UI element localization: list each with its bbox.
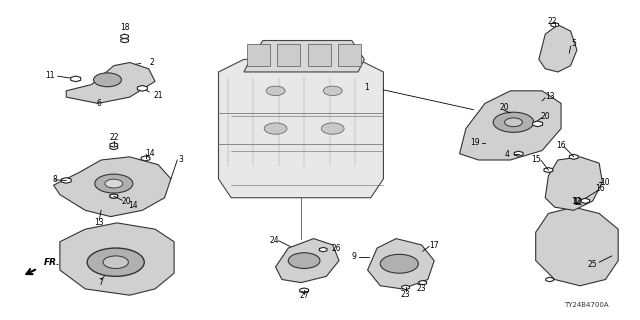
Circle shape <box>323 86 342 96</box>
Polygon shape <box>536 207 618 286</box>
Text: 14: 14 <box>128 201 138 210</box>
Text: 1: 1 <box>364 83 369 92</box>
Polygon shape <box>514 151 523 156</box>
Polygon shape <box>110 194 118 198</box>
Text: 9: 9 <box>351 252 356 261</box>
Circle shape <box>266 86 285 96</box>
Text: 21: 21 <box>154 91 163 100</box>
Polygon shape <box>319 247 327 252</box>
Circle shape <box>93 73 122 87</box>
Polygon shape <box>110 143 118 147</box>
Polygon shape <box>551 23 559 27</box>
Polygon shape <box>244 41 364 72</box>
Circle shape <box>288 253 320 268</box>
Text: 11: 11 <box>45 71 55 80</box>
Circle shape <box>95 174 133 193</box>
Text: 15: 15 <box>531 155 541 164</box>
Text: 24: 24 <box>269 236 279 245</box>
Polygon shape <box>218 60 383 198</box>
Text: 23: 23 <box>401 290 410 299</box>
Bar <box>247 44 270 66</box>
Text: 8: 8 <box>52 175 57 184</box>
Text: 16: 16 <box>596 184 605 193</box>
Text: 27: 27 <box>300 291 309 300</box>
Text: FR.: FR. <box>44 258 61 267</box>
Polygon shape <box>581 198 589 204</box>
Polygon shape <box>419 280 427 285</box>
Text: 3: 3 <box>178 155 183 164</box>
Text: 4: 4 <box>505 150 509 159</box>
Polygon shape <box>276 239 339 283</box>
Polygon shape <box>141 156 150 161</box>
Text: 7: 7 <box>99 277 104 286</box>
Text: 5: 5 <box>572 39 576 48</box>
Polygon shape <box>110 145 118 150</box>
Text: 23: 23 <box>417 284 426 293</box>
Text: 10: 10 <box>601 178 611 187</box>
Text: 20: 20 <box>499 103 509 112</box>
Circle shape <box>380 254 419 273</box>
Polygon shape <box>544 168 553 172</box>
Text: 12: 12 <box>572 197 582 206</box>
Polygon shape <box>54 157 171 217</box>
Text: 17: 17 <box>429 241 439 250</box>
Text: 13: 13 <box>545 92 554 101</box>
Polygon shape <box>402 285 410 290</box>
Circle shape <box>87 248 144 276</box>
Circle shape <box>504 118 522 127</box>
Text: 18: 18 <box>120 23 129 32</box>
Polygon shape <box>570 154 578 159</box>
Polygon shape <box>532 121 543 127</box>
Text: 14: 14 <box>145 149 155 158</box>
Bar <box>278 44 300 66</box>
Polygon shape <box>539 25 577 72</box>
Bar <box>308 44 331 66</box>
Text: 22: 22 <box>109 133 118 142</box>
Text: 20: 20 <box>122 197 131 206</box>
Polygon shape <box>110 194 118 198</box>
Circle shape <box>321 123 344 134</box>
Polygon shape <box>460 91 561 160</box>
Text: 20: 20 <box>540 112 550 121</box>
Text: 12: 12 <box>573 198 582 207</box>
Circle shape <box>105 179 123 188</box>
Text: 6: 6 <box>97 99 102 108</box>
Text: 26: 26 <box>331 244 340 253</box>
Bar <box>339 44 361 66</box>
Polygon shape <box>121 34 129 39</box>
Polygon shape <box>545 157 602 210</box>
Circle shape <box>264 123 287 134</box>
Text: 13: 13 <box>95 218 104 228</box>
Polygon shape <box>60 223 174 295</box>
Polygon shape <box>546 277 554 282</box>
Polygon shape <box>300 288 308 293</box>
Circle shape <box>103 256 129 268</box>
Circle shape <box>493 112 534 132</box>
Polygon shape <box>71 76 81 82</box>
Text: 19: 19 <box>470 138 480 147</box>
Polygon shape <box>138 85 147 91</box>
Text: TY24B4700A: TY24B4700A <box>564 302 609 308</box>
Text: 25: 25 <box>588 260 598 269</box>
Text: 16: 16 <box>556 141 566 150</box>
Polygon shape <box>61 178 71 183</box>
Text: 2: 2 <box>150 58 154 67</box>
Polygon shape <box>121 38 129 43</box>
Polygon shape <box>66 62 155 103</box>
Polygon shape <box>367 239 434 289</box>
Text: 12: 12 <box>571 197 580 206</box>
Text: 22: 22 <box>547 17 557 26</box>
